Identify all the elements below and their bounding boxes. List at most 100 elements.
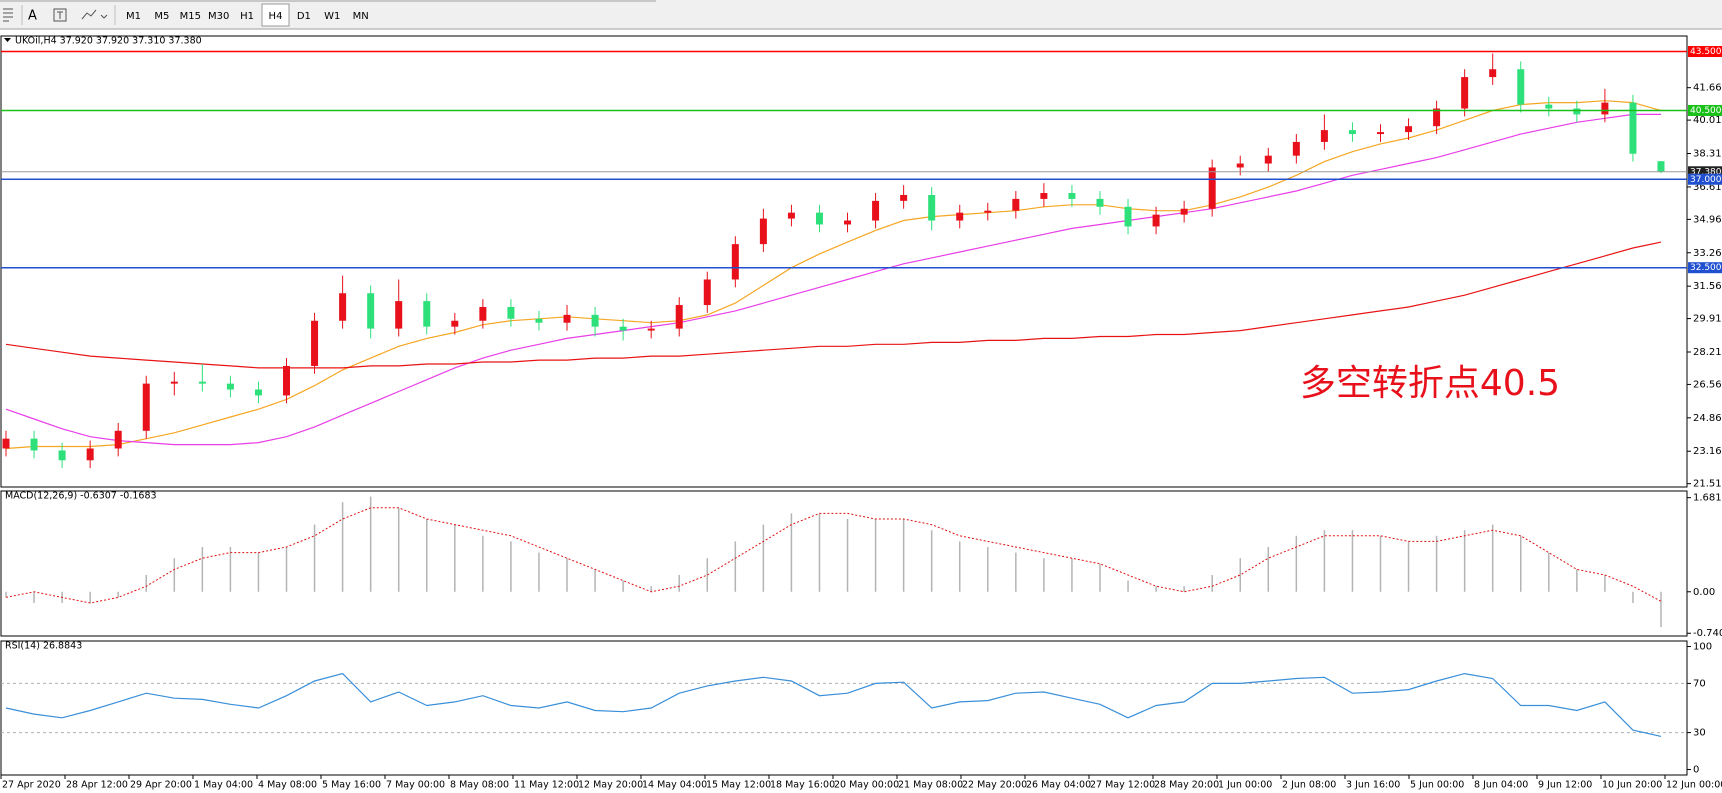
icon-lines — [3, 8, 13, 22]
horizontal-line-tag: 37.000 — [1690, 175, 1722, 185]
candle-body — [339, 293, 347, 321]
candle-body — [1601, 102, 1609, 115]
timeframe-button[interactable]: M15 — [180, 11, 201, 22]
icon-text[interactable] — [53, 8, 67, 22]
timeframe-button[interactable]: M30 — [208, 11, 229, 22]
y-tick-label: 31.560 — [1693, 281, 1722, 292]
timeframe-button[interactable]: W1 — [324, 11, 340, 22]
y-tick-label: 36.610 — [1693, 182, 1722, 193]
candle-body — [1264, 155, 1272, 164]
candle-body — [675, 305, 683, 329]
horizontal-line-tag: 32.500 — [1690, 263, 1722, 273]
icon-objects[interactable] — [81, 9, 108, 20]
y-tick-label: 23.160 — [1693, 446, 1722, 457]
candle-body — [1657, 161, 1665, 172]
candle-body — [1573, 108, 1581, 115]
candle-body — [619, 326, 627, 331]
timeframe-button[interactable]: D1 — [297, 11, 311, 22]
candle-body — [395, 301, 403, 329]
timeframe-button[interactable]: MN — [353, 11, 369, 22]
candle-body — [1236, 163, 1244, 168]
horizontal-line-tag: 43.500 — [1690, 47, 1722, 57]
timeframe-button[interactable]: M1 — [126, 11, 141, 22]
x-tick-label: 27 Apr 2020 — [2, 780, 61, 791]
candle-body — [142, 383, 150, 431]
candle-body — [2, 438, 10, 449]
x-tick-label: 1 May 04:00 — [194, 780, 253, 791]
candle-body — [1180, 208, 1188, 215]
x-tick-label: 10 Jun 20:00 — [1602, 780, 1662, 791]
candle-body — [731, 244, 739, 280]
candle-body — [703, 279, 711, 306]
candle-body — [226, 383, 234, 390]
timeframe-button[interactable]: M5 — [154, 11, 169, 22]
toolbar-icons — [3, 5, 116, 25]
x-tick-label: 20 May 00:00 — [834, 780, 899, 791]
horizontal-line-tag: 40.500 — [1690, 106, 1722, 116]
font-button[interactable]: A — [28, 9, 37, 24]
x-tick-label: 22 May 20:00 — [962, 780, 1027, 791]
candle-body — [30, 438, 38, 451]
timeframe-bar: M1 M5 M15 M30 H1 H4 D1 W1 MN — [126, 3, 369, 27]
candle-body — [647, 328, 655, 331]
x-tick-label: 12 Jun 00:00 — [1666, 780, 1722, 791]
candle-body — [198, 381, 206, 384]
x-tick-label: 5 May 16:00 — [322, 780, 381, 791]
candle-body — [1489, 69, 1497, 78]
y-tick-label: 29.910 — [1693, 314, 1722, 325]
candle-body — [984, 210, 992, 213]
candle-body — [1545, 104, 1553, 109]
candle-body — [900, 194, 908, 201]
candle-body — [815, 212, 823, 225]
candle-body — [563, 314, 571, 323]
x-tick-label: 3 Jun 16:00 — [1346, 780, 1400, 791]
timeframe-active — [261, 3, 290, 27]
x-tick-label: 18 May 16:00 — [770, 780, 835, 791]
candle-body — [1376, 132, 1384, 135]
candle-body — [1517, 69, 1525, 105]
candle-body — [367, 293, 375, 329]
timeframe-button[interactable]: H4 — [269, 11, 283, 22]
icon-text-glyph — [57, 11, 63, 19]
horizontal-line-tag-bg — [1688, 46, 1722, 58]
y-tick-label: 40.010 — [1693, 115, 1722, 126]
x-tick-label: 8 Jun 04:00 — [1474, 780, 1528, 791]
candle-body — [1124, 206, 1132, 227]
horizontal-line-tag-bg — [1688, 173, 1722, 185]
timeframe-button[interactable]: H1 — [240, 11, 254, 22]
x-tick-label: 12 May 20:00 — [578, 780, 643, 791]
y-tick-label: 26.560 — [1693, 379, 1722, 390]
candle-body — [844, 220, 852, 225]
candle-body — [1208, 167, 1216, 209]
candle-body — [311, 320, 319, 366]
x-tick-label: 4 May 08:00 — [258, 780, 317, 791]
candle-body — [254, 389, 262, 396]
candle-body — [928, 194, 936, 221]
candle-body — [1068, 193, 1076, 199]
x-tick-label: 11 May 12:00 — [514, 780, 579, 791]
candle-body — [591, 314, 599, 327]
x-tick-label: 2 Jun 08:00 — [1282, 780, 1336, 791]
candle-body — [114, 430, 122, 449]
candle-body — [170, 381, 178, 384]
y-tick-label: 28.210 — [1693, 347, 1722, 358]
candle-body — [479, 306, 487, 321]
annotation: 多空转折点40.5 — [1300, 363, 1560, 404]
toolbar — [0, 0, 1722, 29]
candle-body — [1348, 130, 1356, 135]
y-tick-label: 0 — [1693, 764, 1699, 775]
candle-body — [1292, 141, 1300, 156]
candle-body — [535, 318, 543, 323]
y-tick-label: 34.960 — [1693, 214, 1722, 225]
pane-title: MACD(12,26,9) -0.6307 -0.1683 — [5, 491, 157, 502]
moving-average — [5, 241, 1662, 369]
candle-body — [1461, 77, 1469, 109]
x-tick-label: 5 Jun 00:00 — [1410, 780, 1464, 791]
x-tick-label: 28 Apr 12:00 — [66, 780, 128, 791]
x-tick-label: 1 Jun 00:00 — [1218, 780, 1272, 791]
pane-frame — [0, 490, 1688, 637]
candle-body — [1405, 126, 1413, 133]
y-tick-label: 24.860 — [1693, 413, 1722, 424]
pane-title: UKOil,H4 37.920 37.920 37.310 37.380 — [15, 36, 202, 47]
